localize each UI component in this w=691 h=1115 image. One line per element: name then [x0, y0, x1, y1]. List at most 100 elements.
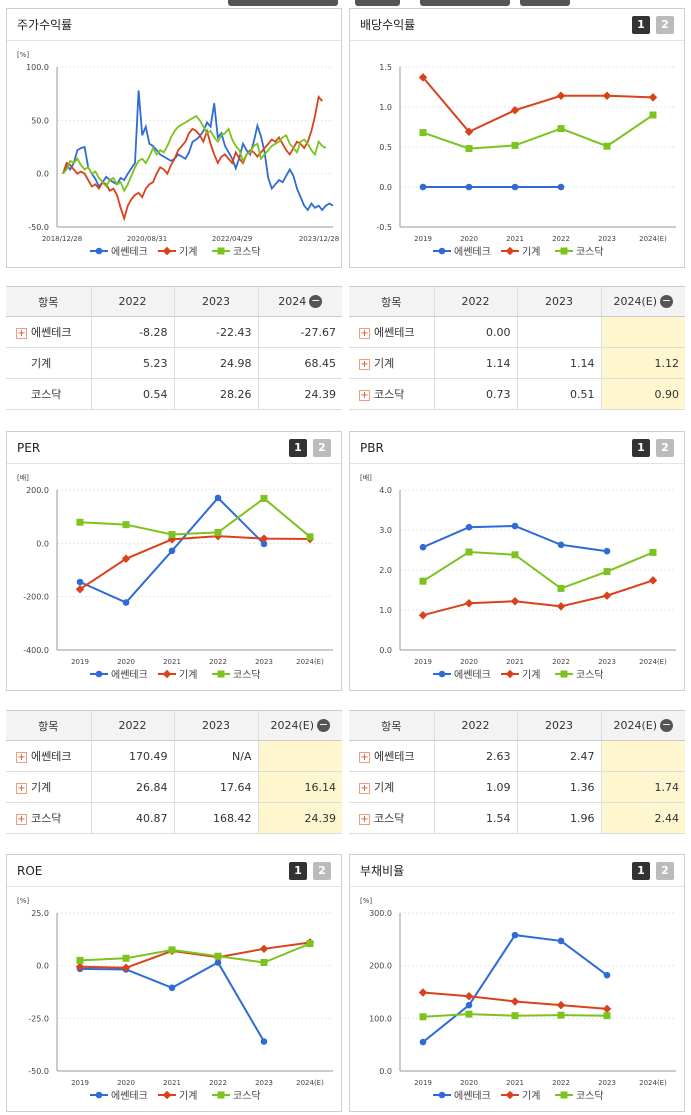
data-point [121, 554, 131, 564]
data-point [556, 602, 566, 611]
page-2-button[interactable]: 2 [656, 439, 674, 457]
page-2-button[interactable]: 2 [656, 862, 674, 880]
y-tick-label: 3.0 [379, 526, 392, 535]
y-tick-label: 1.5 [379, 63, 392, 72]
plus-box-icon[interactable]: + [16, 327, 27, 339]
y-tick-label: 0.0 [379, 1067, 392, 1076]
x-tick-label: 2023 [255, 658, 273, 666]
data-point [603, 568, 611, 576]
page-1-button[interactable]: 1 [289, 862, 307, 880]
plus-box-icon[interactable]: + [16, 813, 27, 825]
data-point [603, 971, 611, 979]
table-cell: 68.45 [258, 347, 342, 379]
table-row: + 코스닥 0.73 0.51 0.90 [349, 378, 685, 410]
table-cell: 24.98 [174, 347, 259, 379]
row-label[interactable]: + 에쎈테크 [6, 316, 92, 348]
plus-box-icon[interactable]: + [16, 751, 27, 763]
table-cell: 170.49 [91, 740, 175, 772]
row-label[interactable]: + 코스닥 [349, 378, 435, 410]
data-point [557, 584, 565, 592]
row-label[interactable]: + 기계 [349, 347, 435, 379]
minus-circle-icon[interactable]: − [317, 718, 331, 733]
row-label[interactable]: + 코스닥 [6, 802, 92, 834]
data-point [214, 952, 222, 960]
panel-title: 배당수익률 [360, 18, 416, 32]
page-1-button[interactable]: 1 [632, 862, 650, 880]
page-1-button[interactable]: 1 [632, 16, 650, 34]
data-point [602, 91, 612, 101]
plus-box-icon[interactable]: + [359, 389, 370, 401]
legend-label: 코스닥 [233, 246, 261, 258]
row-label[interactable]: + 에쎈테크 [6, 740, 92, 772]
panel-title: 부채비율 [360, 864, 405, 878]
column-header: 2024(E) − [258, 710, 342, 741]
data-point [510, 997, 520, 1006]
x-tick-label: 2019 [414, 1079, 432, 1087]
data-point [511, 551, 519, 559]
x-tick-label: 2019 [71, 658, 89, 666]
y-tick-label: 0.0 [379, 646, 392, 655]
plus-box-icon[interactable]: + [359, 358, 370, 370]
data-point [511, 522, 519, 530]
data-point [557, 183, 565, 191]
data-point [560, 247, 568, 255]
minus-circle-icon[interactable]: − [309, 294, 323, 309]
x-tick-label: 2020 [117, 658, 135, 666]
plus-box-icon[interactable]: + [359, 813, 370, 825]
table-cell: -22.43 [174, 316, 259, 348]
plus-box-icon[interactable]: + [359, 782, 370, 794]
page-1-button[interactable]: 1 [289, 439, 307, 457]
plus-box-icon[interactable]: + [16, 782, 27, 794]
y-tick-label: 100.0 [369, 1014, 392, 1023]
table-cell: N/A [174, 740, 259, 772]
y-axis-unit: [%] [17, 51, 29, 59]
page-2-button[interactable]: 2 [313, 439, 331, 457]
data-point [510, 596, 520, 606]
series-line [422, 114, 654, 150]
table-cell: 1.14 [434, 347, 518, 379]
plus-box-icon[interactable]: + [359, 327, 370, 339]
series-line [79, 942, 311, 964]
column-header: 2023 [174, 286, 259, 317]
roe-chart: [%]25.0 0.0 -25.0 -50.0 2019 2020 2021 2022 2023… [17, 897, 333, 1102]
plus-box-icon[interactable]: + [359, 751, 370, 763]
y-tick-label: 2.0 [379, 566, 392, 575]
table-row: + 기계 1.14 1.14 1.12 [349, 347, 685, 379]
row-label[interactable]: + 에쎈테크 [349, 316, 435, 348]
stock-return-chart: [%] 100.0 50.0 0.0 -50.0 2018/12/28 2020/08/31… [17, 51, 339, 258]
column-header: 2022 [91, 286, 175, 317]
panel-title: PBR [360, 440, 384, 455]
table-row: 코스닥 0.54 28.26 24.39 [6, 378, 342, 410]
series-line [62, 94, 323, 222]
data-point [465, 1010, 473, 1018]
x-tick-label: 2020/08/31 [127, 235, 167, 243]
row-label[interactable]: + 코스닥 [349, 802, 435, 834]
page-2-button[interactable]: 2 [313, 862, 331, 880]
data-point [438, 1091, 446, 1099]
series-line [422, 550, 654, 590]
x-tick-label: 2020 [117, 1079, 135, 1087]
series-line [79, 535, 311, 591]
table-cell [258, 740, 342, 772]
dividend-yield-chart: 1.5 1.0 0.5 0.0 -0.5 2019 2020 2021 2022 2023 2024… [376, 63, 676, 258]
data-point [557, 937, 565, 945]
row-label[interactable]: + 기계 [349, 771, 435, 803]
y-tick-label: 100.0 [26, 63, 49, 72]
data-point [560, 670, 568, 678]
y-axis-unit: [배] [17, 473, 29, 482]
row-label[interactable]: + 기계 [6, 771, 92, 803]
minus-circle-icon[interactable]: − [660, 294, 674, 309]
page-1-button[interactable]: 1 [632, 439, 650, 457]
data-point [602, 591, 612, 600]
minus-circle-icon[interactable]: − [660, 718, 674, 733]
table-cell [601, 316, 685, 348]
data-point [95, 1091, 103, 1099]
row-label[interactable]: + 에쎈테크 [349, 740, 435, 772]
series-line [62, 114, 327, 193]
page-2-button[interactable]: 2 [656, 16, 674, 34]
table-row: + 코스닥 40.87 168.42 24.39 [6, 802, 342, 834]
data-point [168, 946, 176, 954]
data-point [217, 670, 225, 678]
table-row: + 에쎈테크 0.00 [349, 316, 685, 348]
